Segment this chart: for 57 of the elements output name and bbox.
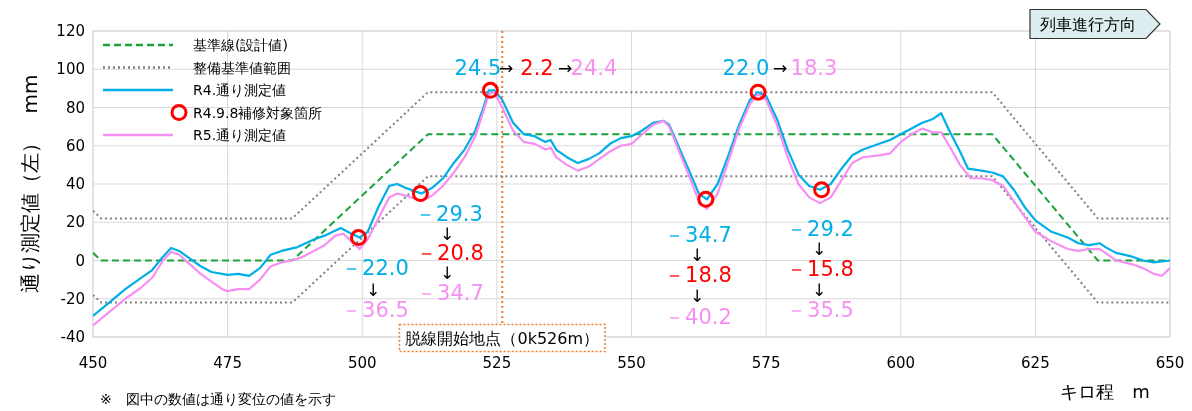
annotation: ↓ xyxy=(439,263,455,283)
y-tick-label: 100 xyxy=(56,60,85,79)
x-tick-label: 550 xyxy=(617,354,646,372)
x-tick-label: 600 xyxy=(886,354,916,372)
legend-label: R5.通り測定値 xyxy=(193,127,287,143)
annotation: 18.3 xyxy=(790,56,838,80)
y-tick-label: 20 xyxy=(65,213,85,232)
legend-label: R4.9.8補修対象箇所 xyxy=(193,104,323,121)
x-tick-label: 625 xyxy=(1021,354,1050,372)
annotation: 列車進行方向 xyxy=(1040,14,1136,34)
point xyxy=(697,190,715,208)
annotation: －15.8 xyxy=(786,257,854,281)
ref-line-label: 脱線開始地点（0k526m） xyxy=(405,328,600,348)
x-tick-label: 500 xyxy=(347,354,377,372)
x-tick-label: 575 xyxy=(751,354,781,372)
y-tick-label: 60 xyxy=(65,136,85,155)
point xyxy=(349,229,367,247)
annotation: －20.8 xyxy=(416,241,484,265)
annotation: 2.2 xyxy=(520,56,554,80)
point xyxy=(481,81,499,99)
annotation: ↓ xyxy=(689,286,705,306)
annotation: －22.0 xyxy=(341,256,409,280)
annotation: －29.3 xyxy=(415,202,483,226)
annotation: －35.5 xyxy=(786,298,854,322)
x-tick-label: 450 xyxy=(78,354,108,372)
y-tick-label: -20 xyxy=(60,289,85,308)
x-tick-label: 650 xyxy=(1155,354,1185,372)
annotation: → xyxy=(772,58,788,78)
y-axis-title: 通り測定値（左） mm xyxy=(18,74,42,294)
y-tick-label: 0 xyxy=(75,251,85,270)
annotation: －36.5 xyxy=(341,298,409,322)
legend-label: 基準線(設計値) xyxy=(193,37,288,53)
annotation: ↓ xyxy=(811,239,827,259)
annotation: －18.8 xyxy=(664,263,732,287)
y-tick-label: 80 xyxy=(65,98,85,117)
point xyxy=(813,181,831,199)
annotation: ↓ xyxy=(439,224,455,244)
annotation: －29.2 xyxy=(786,217,854,241)
y-tick-label: -40 xyxy=(60,328,85,346)
annotation: 22.0 xyxy=(722,56,770,80)
x-tick-label: 475 xyxy=(213,354,242,372)
annotation: ↓ xyxy=(365,280,381,300)
x-tick-label: 525 xyxy=(482,354,512,372)
annotation: －40.2 xyxy=(664,305,732,329)
legend-label: 整備基準値範囲 xyxy=(193,59,291,76)
annotation: －34.7 xyxy=(664,223,732,247)
y-tick-label: 40 xyxy=(65,175,85,193)
x-axis-title: キロ程 m xyxy=(1060,381,1150,402)
legend-label: R4.通り測定値 xyxy=(193,82,287,98)
y-tick-label: 120 xyxy=(56,22,85,40)
annotation: ↓ xyxy=(689,245,705,265)
annotation: → xyxy=(557,58,573,78)
point xyxy=(749,83,767,101)
annotation: ↓ xyxy=(811,280,827,300)
text: ※ 図中の数値は通り変位の値を示す xyxy=(100,391,336,407)
point xyxy=(411,185,429,203)
annotation: －34.7 xyxy=(416,281,484,305)
